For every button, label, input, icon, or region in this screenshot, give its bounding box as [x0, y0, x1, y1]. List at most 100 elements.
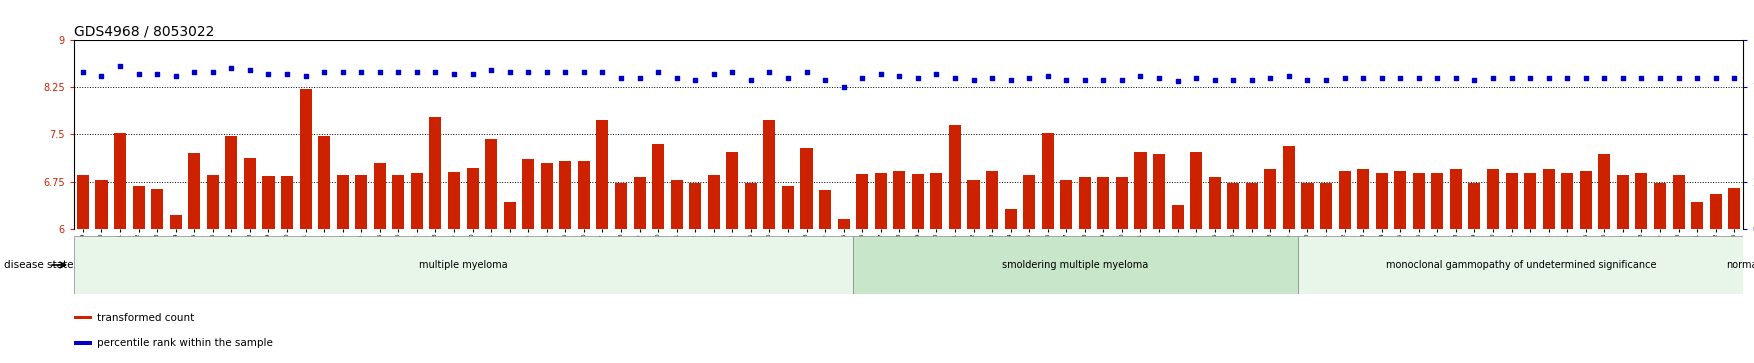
Point — [1182, 75, 1210, 81]
Bar — [670, 180, 682, 229]
Point — [1349, 75, 1377, 81]
Point — [88, 73, 116, 79]
Bar — [1298, 236, 1743, 294]
Point — [551, 69, 579, 75]
Point — [235, 67, 263, 73]
Bar — [1209, 177, 1221, 229]
Point — [681, 77, 709, 82]
Point — [421, 69, 449, 75]
Point — [1498, 75, 1526, 81]
Bar — [1245, 183, 1258, 229]
Point — [1052, 77, 1080, 82]
Point — [1368, 75, 1396, 81]
Bar — [1542, 169, 1554, 229]
Text: smoldering multiple myeloma: smoldering multiple myeloma — [1003, 260, 1149, 270]
Bar — [374, 163, 386, 229]
Point — [367, 69, 395, 75]
Point — [328, 69, 356, 75]
Point — [663, 75, 691, 81]
Point — [1126, 73, 1154, 79]
Bar — [838, 219, 849, 229]
Bar — [1116, 177, 1128, 229]
Bar — [188, 153, 200, 229]
Point — [1201, 77, 1230, 82]
Point — [347, 69, 375, 75]
Point — [1422, 75, 1451, 81]
Bar — [1059, 180, 1072, 229]
Point — [310, 69, 339, 75]
Point — [403, 69, 431, 75]
Bar — [356, 175, 367, 229]
Point — [1461, 77, 1489, 82]
Bar — [1321, 183, 1331, 229]
Point — [737, 77, 765, 82]
Point — [866, 71, 895, 77]
Point — [810, 77, 838, 82]
Point — [1033, 73, 1061, 79]
Bar — [281, 176, 293, 229]
Point — [979, 75, 1007, 81]
Point — [1515, 75, 1544, 81]
Bar — [652, 144, 665, 229]
Bar — [503, 202, 516, 229]
Point — [477, 67, 505, 73]
Point — [886, 73, 914, 79]
Bar — [447, 172, 460, 229]
Bar — [893, 171, 905, 229]
Bar — [1079, 177, 1091, 229]
Bar — [1338, 171, 1351, 229]
Bar — [151, 189, 163, 229]
Point — [1554, 75, 1582, 81]
Bar — [707, 175, 719, 229]
Point — [1572, 75, 1600, 81]
Bar — [1135, 152, 1147, 229]
Point — [198, 69, 226, 75]
Point — [644, 69, 672, 75]
Bar — [1451, 169, 1461, 229]
Text: normal: normal — [1726, 260, 1754, 270]
Point — [1684, 75, 1712, 81]
Bar — [74, 236, 852, 294]
Point — [514, 69, 542, 75]
Point — [144, 71, 172, 77]
Bar — [1561, 173, 1573, 229]
Bar — [77, 175, 89, 229]
Text: monoclonal gammopathy of undetermined significance: monoclonal gammopathy of undetermined si… — [1386, 260, 1656, 270]
Point — [1219, 77, 1247, 82]
Bar — [912, 174, 924, 229]
Bar — [1282, 146, 1294, 229]
Bar — [856, 174, 868, 229]
Bar — [986, 171, 998, 229]
Bar — [410, 173, 423, 229]
Point — [1405, 75, 1433, 81]
Point — [496, 69, 524, 75]
Bar — [1673, 175, 1684, 229]
Bar — [726, 152, 738, 229]
Text: transformed count: transformed count — [96, 313, 195, 323]
Bar — [1505, 173, 1517, 229]
Point — [626, 75, 654, 81]
Point — [830, 84, 858, 90]
Bar — [1265, 169, 1277, 229]
Bar — [1228, 183, 1240, 229]
Point — [1628, 75, 1656, 81]
Bar — [1710, 194, 1722, 229]
Bar — [467, 168, 479, 229]
Bar — [1394, 171, 1407, 229]
Point — [440, 71, 468, 77]
Point — [1145, 75, 1173, 81]
Point — [1386, 75, 1414, 81]
Text: multiple myeloma: multiple myeloma — [419, 260, 507, 270]
Text: percentile rank within the sample: percentile rank within the sample — [96, 338, 274, 348]
Point — [1070, 77, 1098, 82]
Point — [217, 65, 246, 71]
Bar — [745, 183, 758, 229]
Bar — [852, 236, 1298, 294]
Point — [68, 69, 96, 75]
Text: GDS4968 / 8053022: GDS4968 / 8053022 — [74, 25, 214, 39]
Bar — [430, 117, 442, 229]
Point — [1701, 75, 1729, 81]
Bar — [244, 158, 256, 229]
Bar — [540, 163, 553, 229]
Bar — [114, 133, 126, 229]
